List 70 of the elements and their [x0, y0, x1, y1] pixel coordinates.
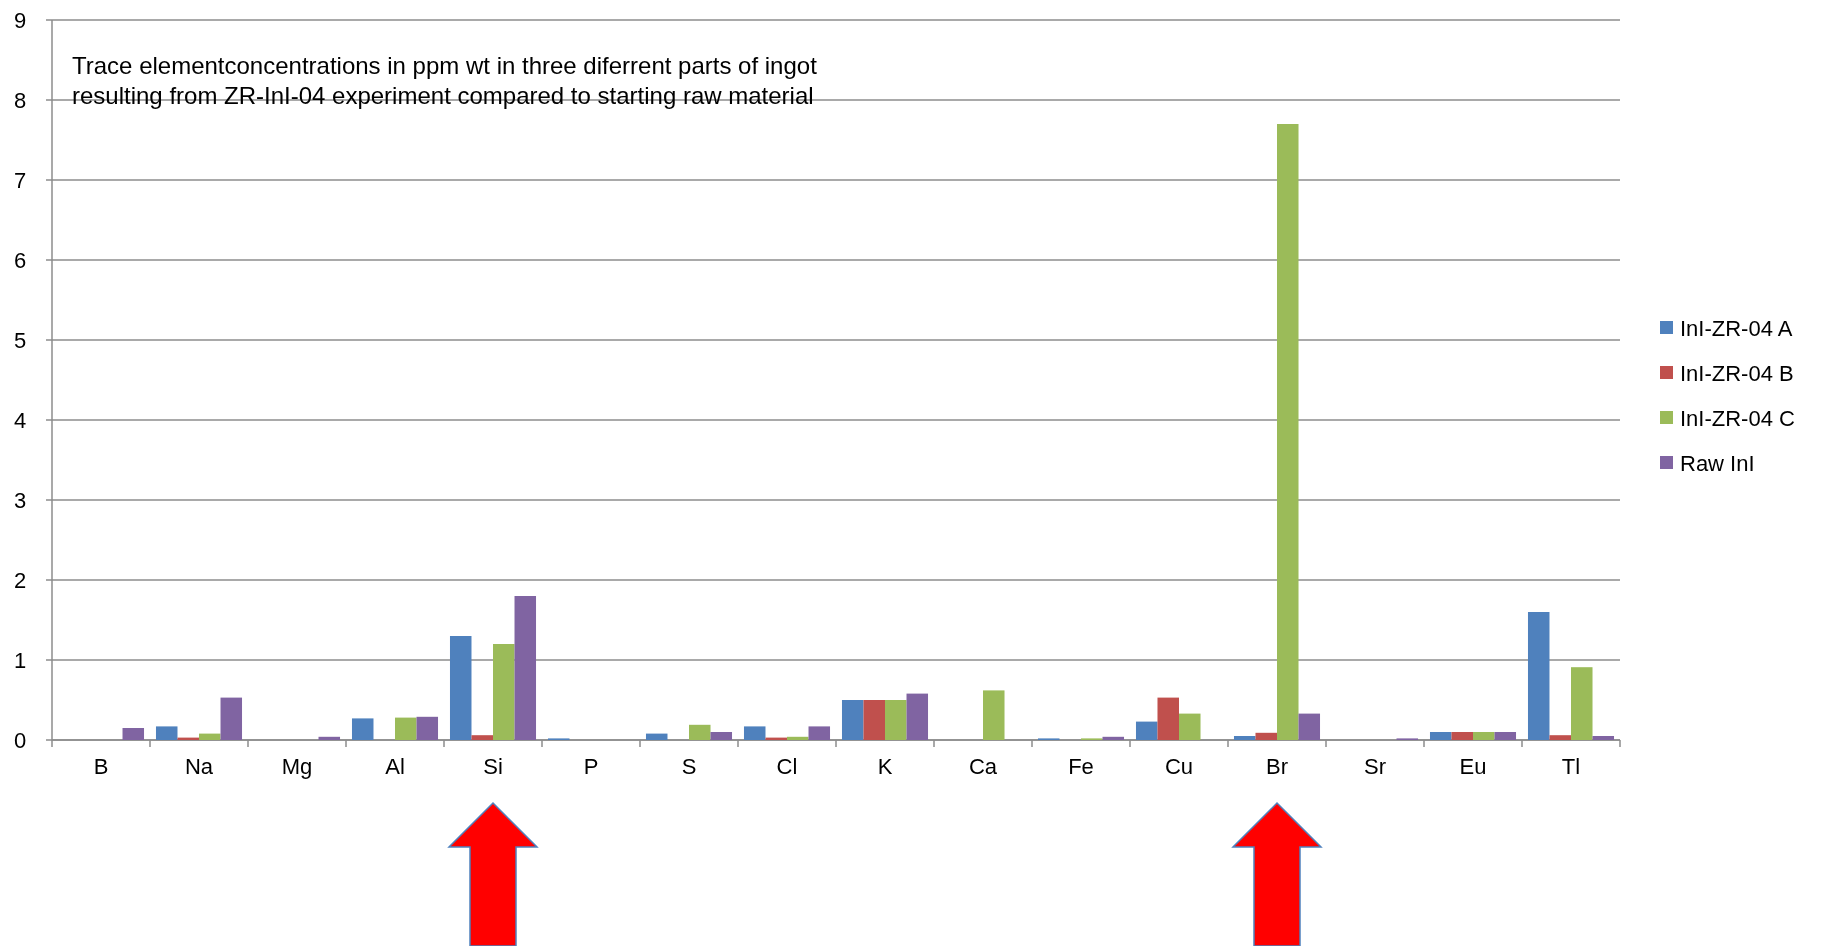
bar — [1277, 124, 1299, 740]
bar — [318, 736, 341, 740]
bar — [689, 724, 711, 740]
x-tick-label: Cl — [776, 754, 798, 779]
bar — [841, 700, 864, 740]
bar — [743, 726, 766, 740]
bar — [514, 596, 537, 740]
x-tick-label: B — [93, 754, 109, 779]
x-tick-label: Ca — [968, 754, 998, 779]
bar — [199, 733, 221, 740]
bar — [1102, 736, 1125, 740]
bar — [1135, 721, 1158, 740]
bar — [645, 733, 668, 740]
bar — [122, 728, 145, 740]
x-tick-label: Fe — [1068, 754, 1094, 779]
x-tick-label: Si — [483, 754, 503, 779]
bar — [885, 700, 907, 740]
x-tick-label: Tl — [1561, 754, 1581, 779]
bar — [1233, 736, 1256, 740]
legend-label: Raw InI — [1680, 450, 1755, 476]
bar — [471, 735, 493, 740]
x-tick-label: Mg — [281, 754, 313, 779]
y-tick-label: 4 — [13, 407, 27, 433]
x-tick-label: P — [583, 754, 599, 779]
bar — [1255, 732, 1277, 740]
bar — [863, 700, 885, 740]
x-tick-label: Na — [184, 754, 214, 779]
x-tick-label: Cu — [1164, 754, 1194, 779]
bar — [1494, 732, 1517, 740]
legend-label: InI-ZR-04 B — [1680, 360, 1794, 386]
bar — [808, 726, 831, 740]
bar — [1157, 697, 1179, 740]
bar — [220, 697, 243, 740]
bar — [1527, 612, 1550, 740]
x-tick-label: Al — [385, 754, 405, 779]
y-tick-label: 3 — [13, 487, 27, 513]
bar — [449, 636, 472, 740]
bar — [1571, 667, 1593, 740]
bar — [710, 732, 733, 740]
y-tick-label: 9 — [13, 7, 27, 33]
x-tick-label: S — [681, 754, 697, 779]
y-tick-label: 7 — [13, 167, 27, 193]
x-tick-label: Sr — [1364, 754, 1386, 779]
bar — [1429, 732, 1452, 740]
bar — [906, 693, 929, 740]
text: Trace elementconcentrations in ppm wt in three diferrent parts of ingot resulting from ZR-InI-04 experiment compared to starting raw material — [72, 52, 818, 109]
y-tick-label: 6 — [13, 247, 27, 273]
bar — [1592, 736, 1615, 740]
bar — [395, 717, 417, 740]
y-tick-label: 1 — [13, 647, 27, 673]
bar — [1298, 713, 1321, 740]
y-tick-label: 5 — [13, 327, 27, 353]
bar — [155, 726, 178, 740]
y-tick-label: 0 — [13, 727, 27, 753]
bar — [351, 718, 374, 740]
y-tick-label: 8 — [13, 87, 27, 113]
bar — [1473, 732, 1495, 740]
x-tick-label: Br — [1266, 754, 1288, 779]
y-tick-label: 2 — [13, 567, 27, 593]
bar — [416, 716, 439, 740]
x-tick-label: Eu — [1459, 754, 1487, 779]
bar — [787, 736, 809, 740]
legend-label: InI-ZR-04 A — [1680, 315, 1793, 341]
bar — [493, 644, 515, 740]
x-tick-label: K — [877, 754, 893, 779]
bar — [1179, 713, 1201, 740]
bar — [1549, 735, 1571, 740]
legend-label: InI-ZR-04 C — [1680, 405, 1796, 431]
bar — [983, 690, 1005, 740]
bar — [1451, 732, 1473, 740]
